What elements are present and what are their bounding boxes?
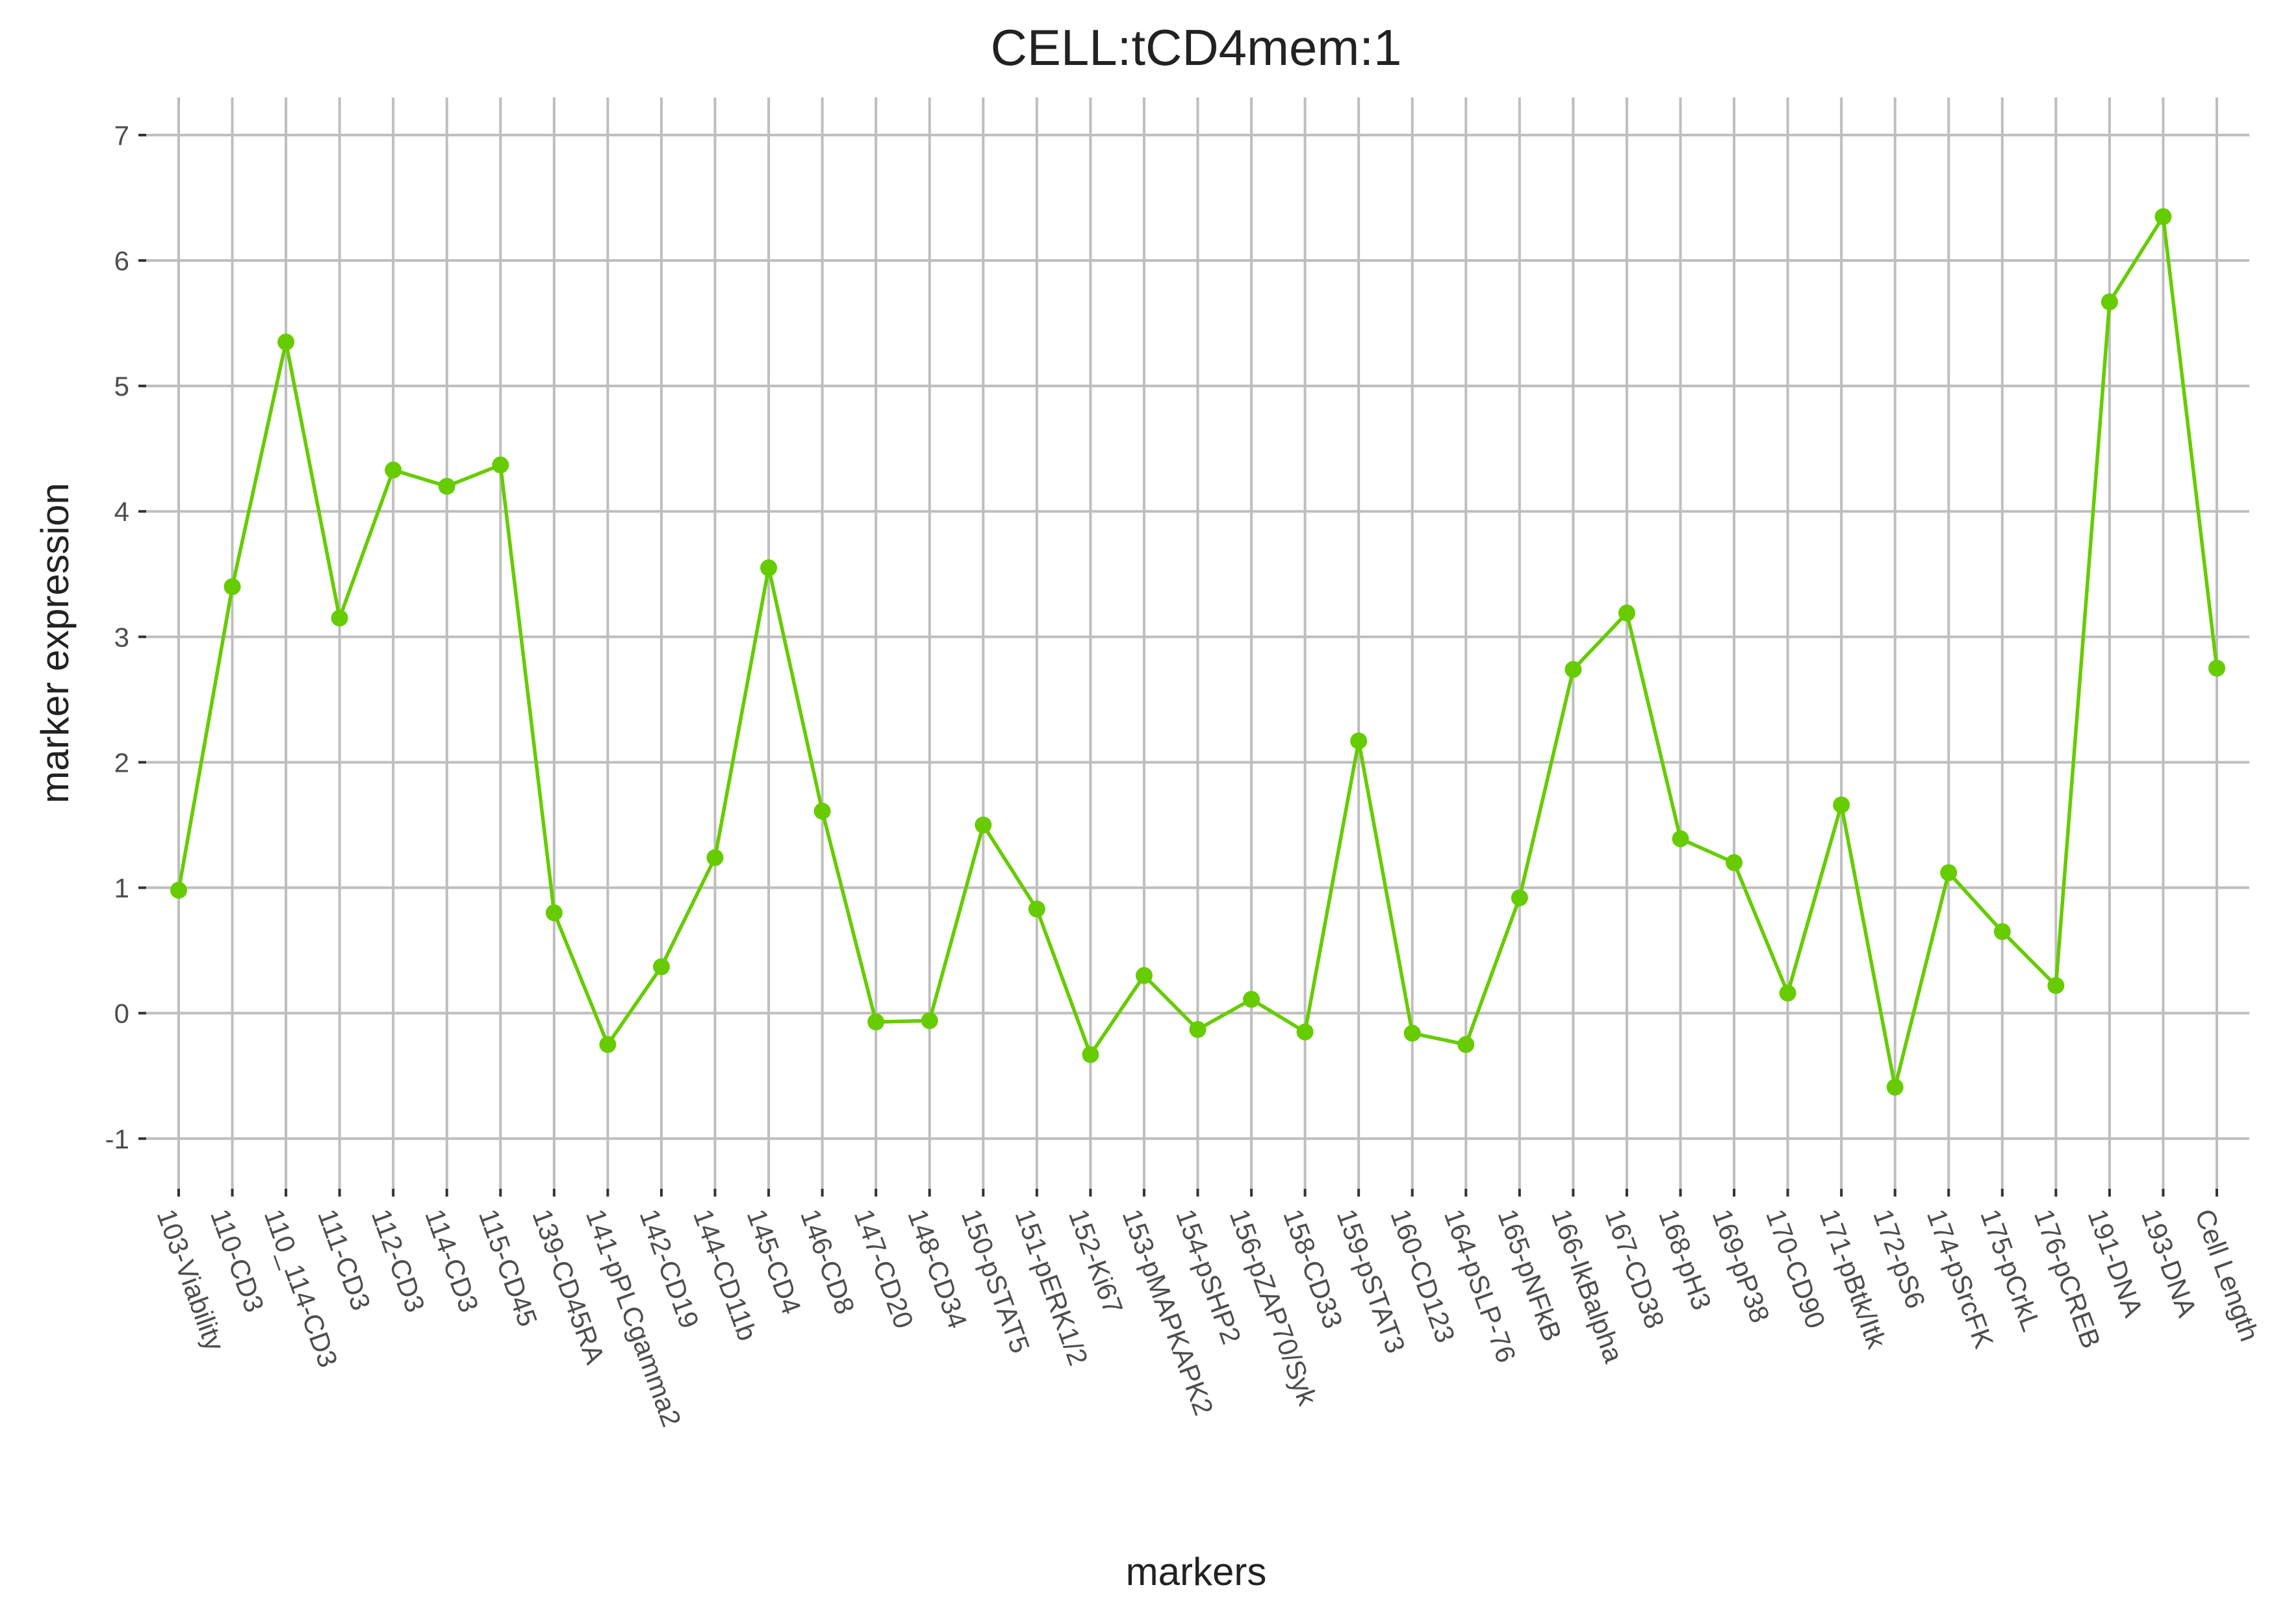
x-tick-label: Cell Length xyxy=(2190,1205,2266,1345)
data-point xyxy=(1028,900,1045,918)
y-tick-label: 2 xyxy=(114,747,129,778)
y-tick-label: 3 xyxy=(114,622,129,652)
data-point xyxy=(1618,604,1635,622)
series-line-group xyxy=(170,208,2225,1096)
data-point xyxy=(331,609,348,627)
y-tick-label: 1 xyxy=(114,873,129,904)
y-axis: -1 0 1 2 3 4 5 6 7 xyxy=(105,120,146,1154)
x-gridlines xyxy=(177,97,2218,1189)
data-point xyxy=(1565,661,1582,678)
data-point xyxy=(975,817,992,833)
x-tick-label: 168-pH3 xyxy=(1653,1205,1717,1313)
data-point xyxy=(1082,1046,1099,1063)
y-tick-label: 0 xyxy=(114,998,129,1029)
data-point xyxy=(1940,864,1958,882)
data-point xyxy=(492,456,509,474)
data-point xyxy=(224,578,241,596)
data-point xyxy=(1779,984,1796,1002)
y-tick-label: 6 xyxy=(114,246,129,276)
data-point xyxy=(1243,991,1260,1008)
data-point xyxy=(2208,659,2225,677)
data-point xyxy=(1135,967,1153,984)
data-point xyxy=(1403,1024,1421,1042)
y-tick-label: -1 xyxy=(105,1124,129,1154)
data-point xyxy=(1189,1021,1207,1038)
data-point xyxy=(1350,732,1368,750)
data-point xyxy=(1993,923,2011,941)
data-point xyxy=(760,559,778,577)
data-point xyxy=(1457,1035,1475,1053)
y-tick-label: 5 xyxy=(114,371,129,401)
data-point xyxy=(277,333,295,351)
x-axis: 103-Viability110-CD3110_114-CD3111-CD311… xyxy=(151,1189,2266,1430)
y-tick-label: 4 xyxy=(114,496,129,527)
data-point xyxy=(599,1035,617,1053)
data-point xyxy=(1886,1078,1904,1096)
data-point xyxy=(706,849,724,867)
y-tick-label: 7 xyxy=(114,120,129,151)
x-axis-label: markers xyxy=(1126,1550,1267,1593)
data-point xyxy=(2047,977,2065,995)
data-point xyxy=(921,1012,938,1030)
data-point xyxy=(385,461,402,479)
data-point xyxy=(867,1013,885,1031)
data-point xyxy=(2101,293,2118,311)
data-point xyxy=(545,904,563,922)
data-point xyxy=(652,958,670,976)
data-point xyxy=(438,477,455,495)
data-point xyxy=(1296,1023,1314,1041)
data-point xyxy=(1511,889,1528,906)
data-point xyxy=(813,802,831,820)
x-tick-label: 111-CD3 xyxy=(312,1205,377,1314)
data-point xyxy=(170,882,187,899)
chart-title: CELL:tCD4mem:1 xyxy=(991,19,1402,76)
y-axis-label: marker expression xyxy=(33,483,77,804)
data-point xyxy=(1672,830,1689,848)
data-point xyxy=(2154,208,2172,225)
data-point xyxy=(1833,796,1850,814)
data-point xyxy=(1726,854,1743,871)
x-tick-label: 172-pS6 xyxy=(1867,1205,1931,1312)
